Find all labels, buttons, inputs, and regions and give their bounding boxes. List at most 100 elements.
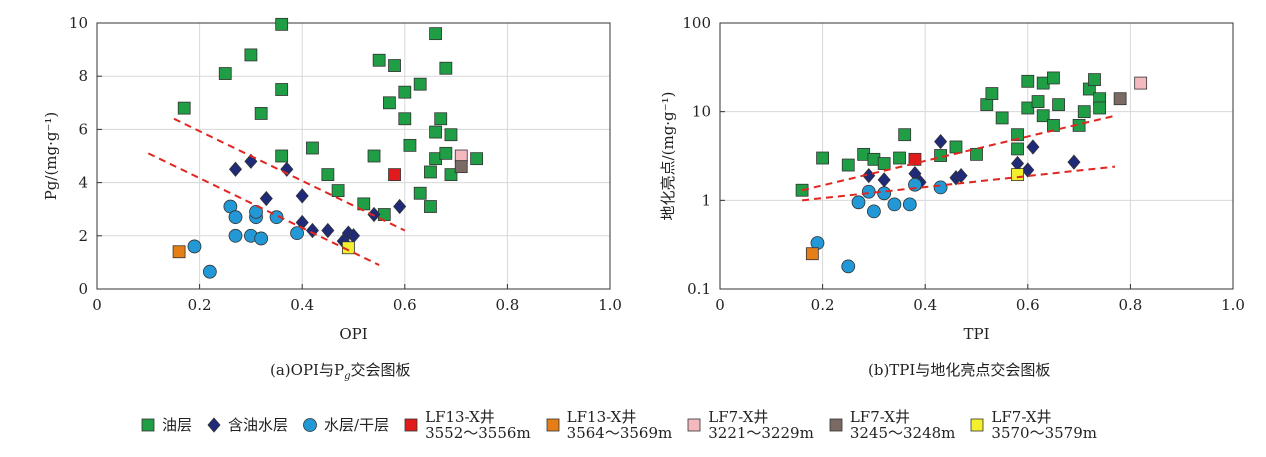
legend-symbol — [141, 418, 155, 432]
legend-marker-oil — [141, 418, 155, 432]
point-oil — [439, 61, 453, 75]
point-water — [228, 210, 243, 225]
point-oil — [995, 111, 1009, 125]
point-oilwater — [1067, 154, 1081, 170]
x-tick-label: 0.6 — [1016, 296, 1040, 314]
point-oil — [1093, 101, 1107, 115]
point-water — [933, 180, 948, 195]
point-oil — [429, 125, 442, 139]
x-tick-label: 0 — [92, 296, 102, 314]
trendline — [801, 165, 1116, 202]
point-oil — [177, 101, 191, 115]
x-tick-label: 1.0 — [1221, 296, 1245, 314]
legend-label: LF7-X井 3245～3248m — [849, 408, 956, 442]
point-oil — [841, 158, 855, 172]
legend-marker-oilwater — [207, 417, 221, 433]
legend-item-lf7a: LF7-X井 3221～3229m — [686, 409, 814, 441]
legend-marker-lf13a — [404, 418, 418, 432]
point-water — [841, 259, 856, 274]
legend-label: LF7-X井 3221～3229m — [708, 408, 814, 442]
point-oil — [424, 200, 437, 213]
point-oil — [1031, 95, 1045, 108]
point-lf13a — [908, 152, 922, 166]
x-tick-label: 1.0 — [598, 296, 622, 314]
point-oil — [1021, 74, 1035, 88]
x-tick-label: 0.4 — [290, 296, 314, 314]
y-tick-label: 2 — [78, 227, 88, 245]
legend-symbol — [207, 417, 221, 433]
y-tick-label: 4 — [78, 174, 88, 192]
point-oil — [398, 112, 412, 126]
y-tick-label: 6 — [78, 120, 88, 138]
trendline — [147, 152, 380, 266]
x-axis-label: OPI — [339, 325, 367, 343]
point-water — [254, 231, 269, 246]
trendline — [173, 117, 406, 232]
point-oil — [1077, 105, 1091, 119]
point-oil — [439, 146, 453, 160]
legend-item-lf7c: LF7-X井 3570～3579m — [969, 409, 1097, 441]
point-oil — [275, 83, 289, 96]
point-oil — [949, 140, 963, 154]
legend-symbol — [404, 418, 418, 432]
point-lf13b — [805, 247, 819, 261]
point-oil — [413, 77, 427, 91]
point-water — [887, 197, 902, 212]
caption-a: (a)OPI与Pg交会图板 — [270, 361, 411, 382]
y-tick-label: 1 — [701, 191, 711, 209]
y-tick-label: 100 — [682, 14, 711, 32]
point-oil — [244, 48, 258, 62]
legend-symbol — [829, 418, 843, 432]
point-oil — [413, 186, 427, 200]
point-oil — [444, 168, 458, 182]
point-oilwater — [934, 133, 948, 150]
legend: 油层 含油水层 水层/干层 LF13-X井 3552～3556m LF13-X井 356… — [140, 405, 1111, 445]
point-water — [202, 264, 217, 279]
legend-marker-lf13b — [546, 418, 560, 432]
point-oilwater — [321, 222, 335, 239]
legend-symbol — [546, 418, 560, 432]
point-oil — [1021, 101, 1035, 115]
point-oilwater — [1026, 139, 1040, 155]
y-axis-label: 地化亮点/(mg·g⁻¹) — [659, 92, 677, 221]
point-water — [228, 228, 243, 243]
point-oil — [372, 53, 386, 67]
legend-item-lf7b: LF7-X井 3245～3248m — [828, 408, 956, 442]
point-oilwater — [1021, 162, 1035, 178]
y-tick-label: 8 — [78, 67, 88, 85]
plot-frame — [719, 22, 1234, 290]
legend-marker-water — [303, 418, 317, 432]
point-oil — [470, 152, 484, 166]
legend-label: LF13-X井 3552～3556m — [425, 408, 531, 442]
trendline — [801, 114, 1116, 192]
legend-symbol — [687, 418, 701, 432]
point-water — [187, 239, 202, 254]
point-oil — [367, 149, 381, 163]
point-oil — [218, 67, 232, 80]
x-tick-label: 0.2 — [188, 296, 212, 314]
legend-item-water: 水层/干层 — [302, 417, 389, 433]
point-lf13a — [388, 168, 401, 182]
x-tick-label: 0.6 — [393, 296, 417, 314]
point-oil — [985, 87, 999, 100]
point-oil — [1088, 73, 1101, 86]
legend-label: LF7-X井 3570～3579m — [991, 408, 1097, 442]
x-tick-label: 0.4 — [913, 296, 937, 314]
point-oil — [877, 157, 891, 170]
point-water — [861, 184, 876, 199]
y-tick-label: 0.1 — [687, 280, 711, 298]
point-lf7b — [454, 160, 468, 174]
legend-marker-lf7c — [971, 418, 984, 432]
y-tick-label: 10 — [69, 14, 88, 32]
point-oil — [893, 151, 906, 165]
legend-label: 油层 — [162, 416, 193, 434]
chart-tpi-bright-spot: 0 0.2 0.4 0.6 0.8 1.0 0.1 1 10 100 TPI 地化亮点/(mg·g⁻¹… — [659, 14, 1245, 343]
legend-label: 含油水层 — [228, 416, 289, 434]
point-water — [290, 226, 304, 241]
legend-item-oilwater: 含油水层 — [206, 417, 288, 433]
point-oil — [434, 112, 448, 126]
point-oil — [816, 151, 830, 165]
point-oil — [398, 85, 412, 99]
x-axis-label: TPI — [963, 325, 989, 343]
point-water — [866, 204, 881, 219]
